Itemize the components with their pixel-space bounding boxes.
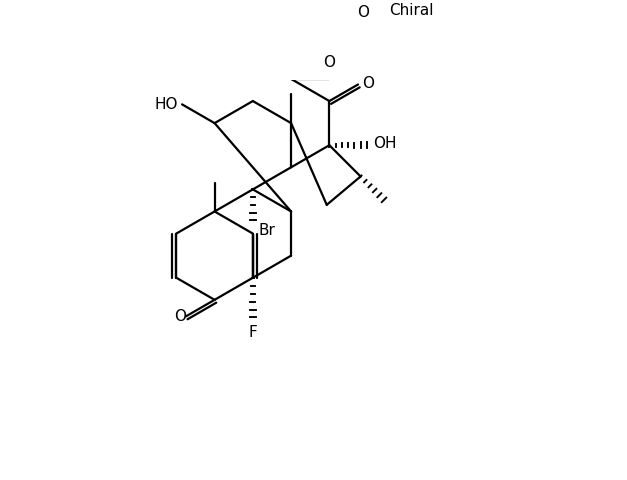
Text: O: O <box>323 55 335 70</box>
Text: Br: Br <box>259 223 276 238</box>
Text: O: O <box>362 75 374 91</box>
Text: HO: HO <box>155 97 179 112</box>
Text: O: O <box>174 309 186 324</box>
Text: F: F <box>248 325 257 340</box>
Text: Chiral: Chiral <box>389 3 433 18</box>
Text: O: O <box>357 5 369 20</box>
Text: OH: OH <box>373 136 396 151</box>
